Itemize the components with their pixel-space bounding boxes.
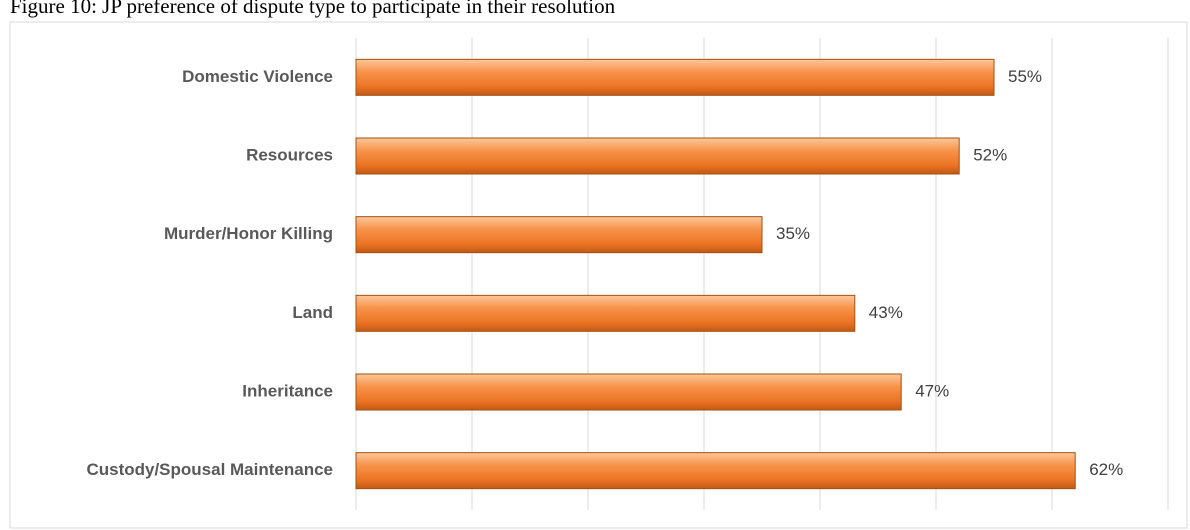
y-tick-label: Resources <box>246 145 333 164</box>
chart-frame <box>9 21 1188 529</box>
y-tick-label: Murder/Honor Killing <box>164 224 333 243</box>
data-label: 52% <box>973 145 1007 164</box>
bar <box>355 294 856 332</box>
bar <box>355 216 763 254</box>
bar <box>355 373 902 411</box>
data-label: 43% <box>869 303 903 322</box>
data-label: 62% <box>1089 460 1123 479</box>
y-tick-label: Inheritance <box>242 381 333 400</box>
data-label: 35% <box>776 224 810 243</box>
chart-title: Figure 10: JP preference of dispute type… <box>10 0 616 18</box>
bar <box>355 452 1076 490</box>
bar <box>355 137 960 175</box>
bar <box>355 58 995 96</box>
data-label: 55% <box>1008 67 1042 86</box>
y-tick-label: Custody/Spousal Maintenance <box>86 460 333 479</box>
data-label: 47% <box>915 381 949 400</box>
y-tick-label: Land <box>292 303 333 322</box>
y-tick-label: Domestic Violence <box>182 67 333 86</box>
